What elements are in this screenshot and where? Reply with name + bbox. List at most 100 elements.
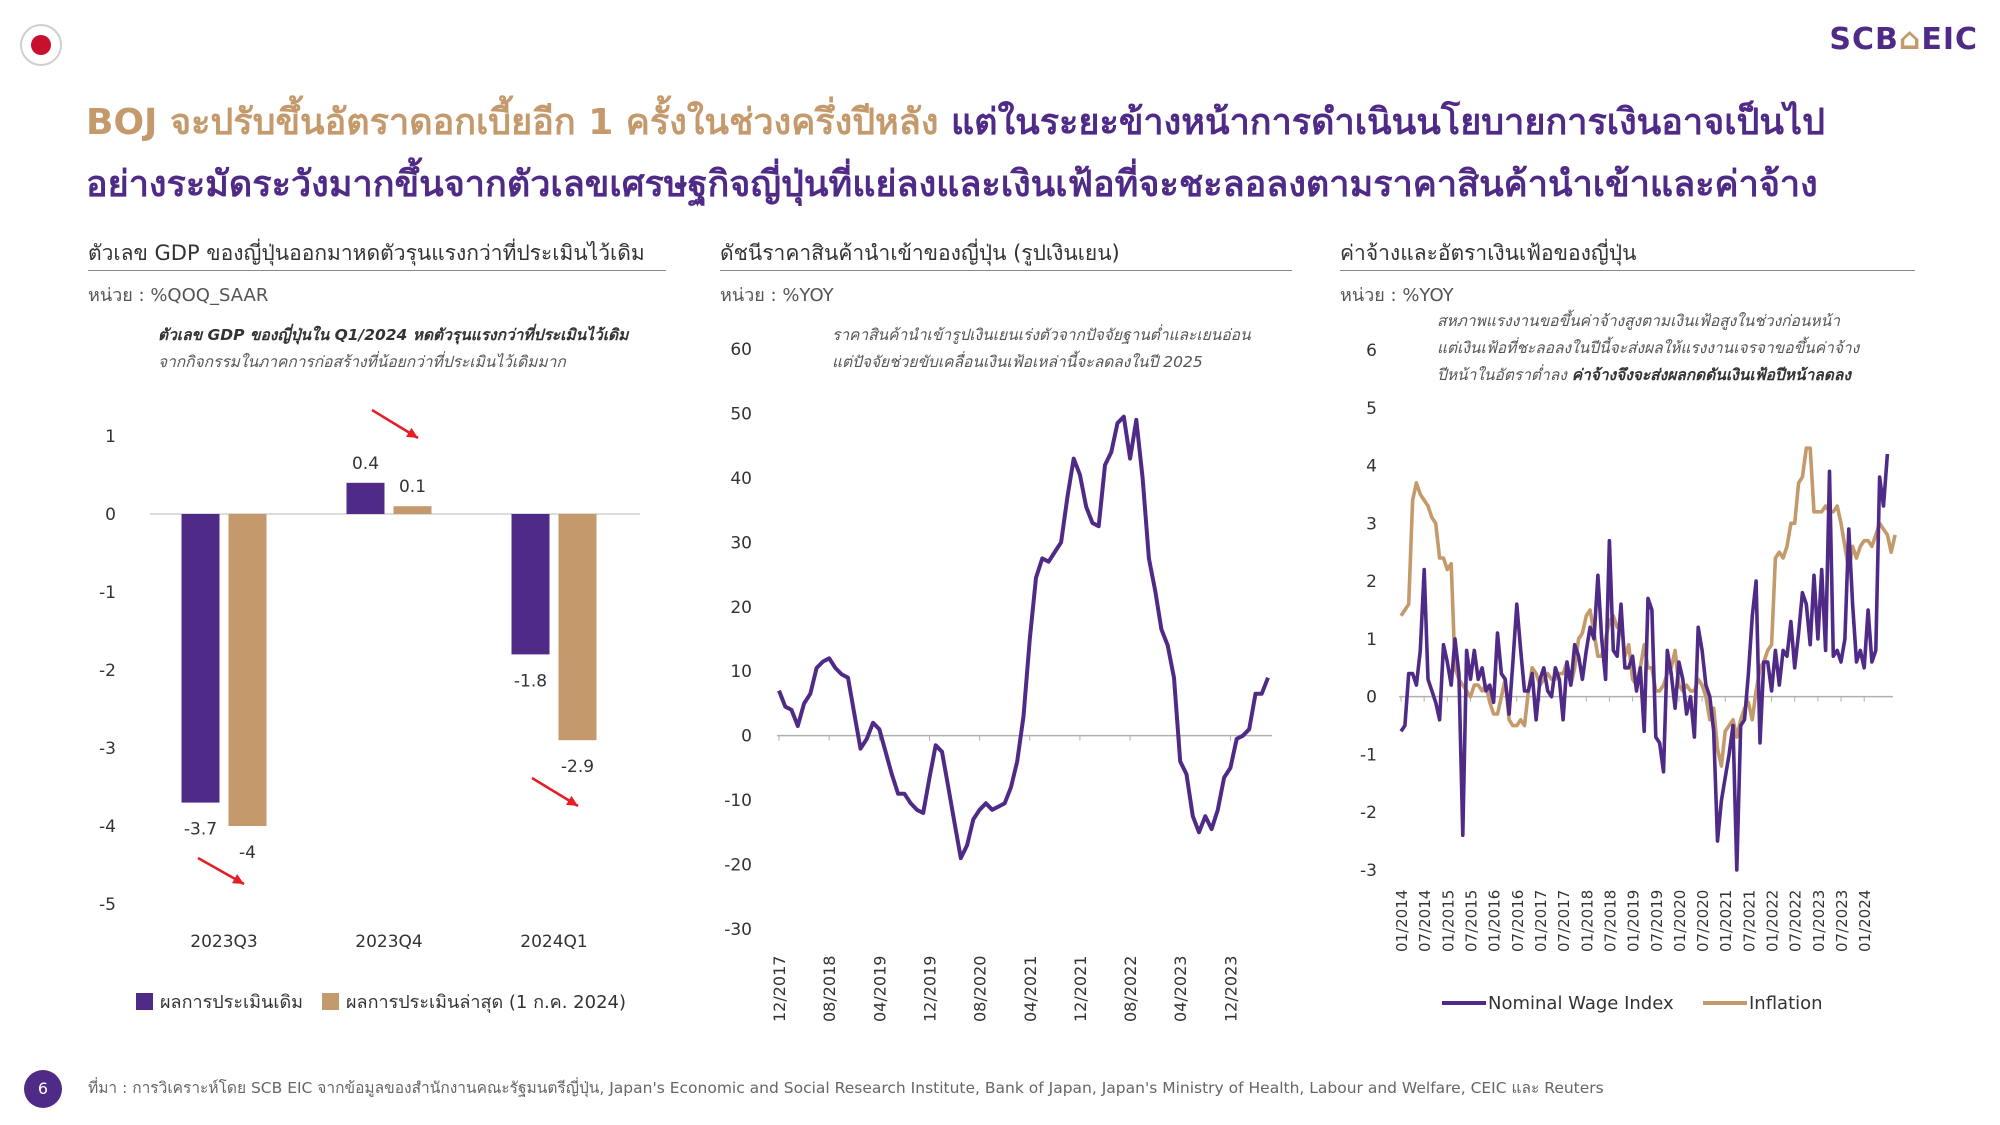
- wage-x-tick: 07/2016: [1509, 890, 1527, 952]
- wage-x-tick: 07/2021: [1740, 890, 1758, 952]
- bar-y-tick: -1: [99, 583, 116, 603]
- bar-y-tick: 1: [105, 427, 116, 447]
- wage-x-tick: 07/2015: [1462, 890, 1480, 952]
- wage-y-tick: -2: [1360, 803, 1377, 823]
- wage-y-tick: -3: [1360, 861, 1377, 881]
- page-number: 6: [24, 1070, 62, 1108]
- wage-y-tick: 1: [1366, 630, 1377, 650]
- import-y-tick: 0: [741, 727, 752, 747]
- import-y-tick: -10: [724, 791, 752, 811]
- wage-x-tick: 07/2014: [1416, 890, 1434, 952]
- import-x-tick: 04/2023: [1171, 956, 1190, 1022]
- wage-x-tick: 01/2014: [1393, 890, 1411, 952]
- wage-x-tick: 01/2023: [1810, 890, 1828, 952]
- import-y-tick: -30: [724, 920, 752, 940]
- bar-2024Q1-s1: [558, 514, 597, 741]
- page-headline: BOJ จะปรับขึ้นอัตราดอกเบี้ยอีก 1 ครั้งใน…: [86, 92, 1966, 216]
- panel-2-note-line1: ราคาสินค้านำเข้ารูปเงินเยนเร่งตัวจากปัจจ…: [832, 326, 1251, 344]
- wage-y-tick: 4: [1366, 457, 1377, 477]
- bar-2023Q4-s1: [393, 506, 432, 514]
- bar-data-label: -3.7: [184, 820, 217, 840]
- bar-x-tick: 2023Q3: [190, 932, 257, 952]
- import-x-tick: 12/2023: [1221, 956, 1240, 1022]
- panel-3-unit: หน่วย : %YOY: [1340, 285, 1454, 306]
- legend-label-wage: Nominal Wage Index: [1488, 993, 1674, 1014]
- import-x-tick: 12/2021: [1071, 956, 1090, 1022]
- bar-y-tick: -5: [99, 895, 116, 915]
- panel-1-note-bold: ตัวเลข GDP ของญี่ปุ่นใน Q1/2024 หดตัวรุน…: [158, 326, 629, 344]
- import-y-tick: 40: [730, 469, 752, 489]
- legend-swatch-latest: [322, 993, 339, 1010]
- panel-3-title: ค่าจ้างและอัตราเงินเฟ้อของญี่ปุ่น: [1340, 241, 1637, 265]
- panel-1-unit: หน่วย : %QOQ_SAAR: [88, 285, 269, 306]
- wage-x-tick: 07/2019: [1648, 890, 1666, 952]
- panel-2-rule: [720, 270, 1292, 271]
- inflation-line: [1399, 446, 1897, 768]
- bar-x-tick: 2023Q4: [355, 932, 422, 952]
- red-arrow-2023q3-head: [232, 874, 244, 884]
- import-x-tick: 08/2022: [1121, 956, 1140, 1022]
- bar-y-tick: -2: [99, 661, 116, 681]
- panel-2-unit: หน่วย : %YOY: [720, 285, 834, 306]
- legend-swatch-original: [136, 993, 153, 1010]
- import-x-tick: 12/2019: [920, 956, 939, 1022]
- wage-x-tick: 07/2017: [1555, 890, 1573, 952]
- wage-x-tick: 01/2015: [1439, 890, 1457, 952]
- wage-x-tick: 01/2020: [1671, 890, 1689, 952]
- bar-2023Q4-s0: [346, 482, 385, 514]
- panel-1-note-line2: จากกิจกรรมในภาคการก่อสร้างที่น้อยกว่าที่…: [158, 353, 566, 371]
- wage-y-tick: 2: [1366, 572, 1377, 592]
- panel-2-title: ดัชนีราคาสินค้านำเข้าของญี่ปุ่น (รูปเงิน…: [720, 241, 1120, 265]
- wage-x-tick: 07/2023: [1833, 890, 1851, 952]
- bar-data-label: 0.4: [352, 454, 379, 474]
- wage-x-tick: 01/2019: [1625, 890, 1643, 952]
- panel-2-note: ราคาสินค้านำเข้ารูปเงินเยนเร่งตัวจากปัจจ…: [832, 322, 1251, 376]
- wage-x-tick: 01/2017: [1532, 890, 1550, 952]
- wage-x-tick: 01/2022: [1764, 890, 1782, 952]
- bar-y-tick: -3: [99, 739, 116, 759]
- wage-x-tick: 01/2016: [1486, 890, 1504, 952]
- bar-data-label: -2.9: [561, 757, 594, 777]
- panel-3-note-line3a: ปีหน้าในอัตราต่ำลง: [1437, 366, 1572, 384]
- bar-x-tick: 2024Q1: [520, 932, 587, 952]
- legend-label-inflation: Inflation: [1749, 993, 1823, 1014]
- wage-x-tick: 01/2021: [1717, 890, 1735, 952]
- panel-3-note: สหภาพแรงงานขอขึ้นค่าจ้างสูงตามเงินเฟ้อสู…: [1437, 308, 1859, 389]
- wage-y-tick: 6: [1366, 341, 1377, 361]
- import-y-tick: 30: [730, 533, 752, 553]
- headline-highlight: BOJ จะปรับขึ้นอัตราดอกเบี้ยอีก 1 ครั้งใน…: [86, 102, 939, 143]
- import-price-line: [777, 414, 1270, 861]
- panel-3-rule: [1340, 270, 1915, 271]
- import-x-tick: 04/2021: [1021, 956, 1040, 1022]
- panel-3-note-line3b: ค่าจ้างจึงจะส่งผลกดดันเงินเฟ้อปีหน้าลดลง: [1571, 366, 1851, 384]
- japan-flag-icon: [20, 24, 62, 66]
- import-y-tick: 60: [730, 340, 752, 360]
- legend-label-latest: ผลการประเมินล่าสุด (1 ก.ค. 2024): [346, 992, 626, 1013]
- bar-data-label: -4: [239, 843, 256, 863]
- bar-data-label: -1.8: [514, 671, 547, 691]
- headline-part-2: อย่างระมัดระวังมากขึ้นจากตัวเลขเศรษฐกิจญ…: [86, 164, 1818, 205]
- wage-y-tick: 5: [1366, 399, 1377, 419]
- panel-3-note-line2: แต่เงินเฟ้อที่ชะลอลงในปีนี้จะส่งผลให้แรง…: [1437, 339, 1860, 357]
- import-y-tick: -20: [724, 856, 752, 876]
- red-arrow-2024q1-head: [566, 795, 578, 806]
- bar-y-tick: 0: [105, 505, 116, 525]
- red-arrow-2023q4-head: [406, 427, 418, 438]
- panel-3-note-line1: สหภาพแรงงานขอขึ้นค่าจ้างสูงตามเงินเฟ้อสู…: [1437, 312, 1840, 330]
- wage-y-tick: -1: [1360, 745, 1377, 765]
- import-x-tick: 08/2018: [820, 956, 839, 1022]
- panel-1-rule: [88, 270, 666, 271]
- wage-y-tick: 0: [1366, 688, 1377, 708]
- wage-x-tick: 07/2018: [1601, 890, 1619, 952]
- legend-label-original: ผลการประเมินเดิม: [160, 992, 303, 1013]
- bar-2023Q3-s1: [228, 514, 267, 826]
- import-x-tick: 04/2019: [870, 956, 889, 1022]
- bar-2024Q1-s0: [511, 514, 550, 655]
- import-y-tick: 50: [730, 404, 752, 424]
- wage-x-tick: 01/2018: [1578, 890, 1596, 952]
- bar-2023Q3-s0: [181, 514, 220, 803]
- import-x-tick: 08/2020: [971, 956, 990, 1022]
- wage-y-tick: 3: [1366, 514, 1377, 534]
- panel-2-note-line2: แต่ปัจจัยช่วยขับเคลื่อนเงินเฟ้อเหล่านี้จ…: [832, 353, 1203, 371]
